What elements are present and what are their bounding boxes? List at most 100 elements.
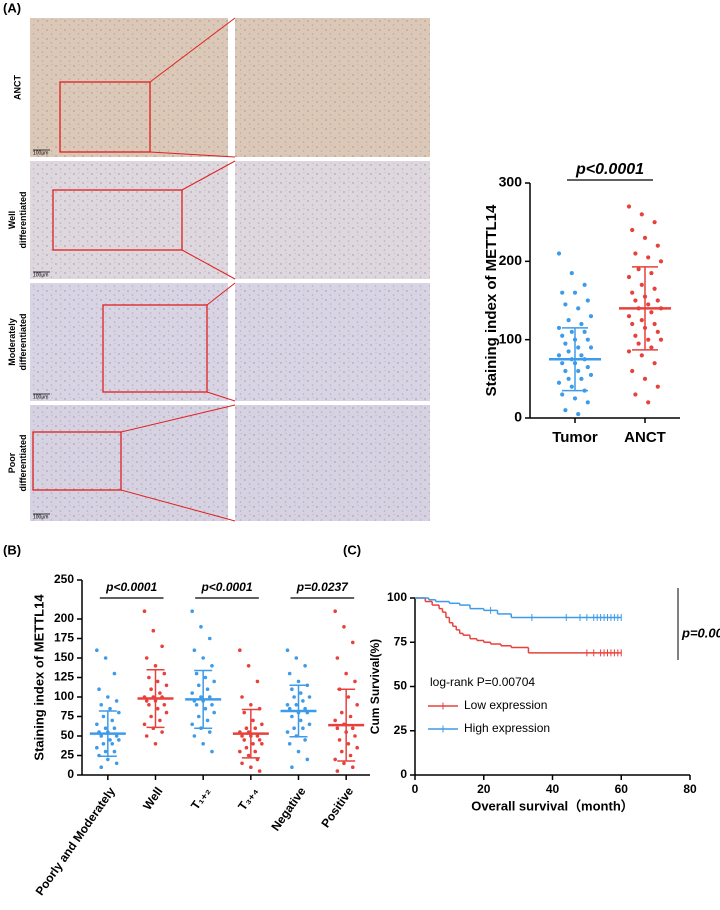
data-point	[114, 734, 119, 738]
data-point	[190, 609, 194, 613]
data-point	[260, 722, 264, 727]
data-point	[630, 227, 635, 233]
data-point	[205, 718, 210, 723]
data-point	[563, 341, 568, 346]
scale-bar-label: 100μm	[33, 514, 48, 520]
data-point	[630, 321, 635, 327]
row-label: differentiated	[18, 434, 28, 491]
x-tick-label: 80	[683, 782, 697, 796]
data-point	[99, 734, 104, 738]
data-point	[117, 738, 121, 742]
data-point	[147, 675, 151, 680]
data-point	[108, 738, 112, 742]
legend-label: High expression	[464, 721, 550, 735]
data-point	[566, 376, 571, 381]
data-point	[142, 722, 147, 727]
data-point	[246, 753, 251, 758]
data-point	[103, 749, 108, 754]
data-point	[158, 718, 162, 723]
data-point	[112, 749, 117, 754]
data-point	[658, 259, 664, 264]
data-point	[333, 609, 337, 613]
pvalue-label: p=0.007	[681, 625, 720, 640]
y-tick-label: 200	[54, 611, 74, 625]
data-point	[242, 710, 247, 715]
data-point	[117, 710, 121, 715]
significance-label: p=0.0237	[296, 580, 349, 594]
data-point	[207, 636, 212, 641]
data-point	[246, 664, 251, 668]
data-point	[106, 695, 110, 699]
data-point	[238, 648, 242, 652]
data-point	[303, 738, 307, 742]
data-point	[342, 625, 346, 629]
y-tick-label: 0	[514, 409, 522, 425]
data-point	[95, 722, 99, 727]
data-point	[99, 765, 104, 769]
y-tick-label: 100	[54, 689, 74, 703]
zoom-line	[120, 489, 236, 522]
data-point	[207, 695, 212, 699]
data-point	[244, 745, 249, 750]
data-point	[205, 687, 210, 691]
data-point	[240, 695, 244, 699]
data-point	[240, 734, 244, 738]
data-point	[353, 679, 357, 684]
data-point	[162, 671, 167, 676]
data-point	[342, 761, 346, 766]
data-point	[636, 341, 641, 346]
data-point	[649, 310, 654, 315]
row-label: Poor	[7, 452, 17, 473]
data-point	[201, 742, 205, 746]
data-point	[355, 703, 359, 707]
data-point	[294, 703, 299, 707]
data-point	[335, 726, 340, 730]
data-point	[337, 738, 342, 742]
data-point	[649, 270, 654, 276]
data-point	[633, 251, 638, 256]
micrograph-texture	[30, 18, 228, 157]
data-point	[292, 695, 296, 699]
x-tick-label: ANCT	[624, 429, 666, 446]
data-point	[563, 408, 568, 413]
data-point	[249, 765, 253, 769]
data-point	[95, 745, 99, 750]
data-point	[160, 644, 164, 649]
panel-label: (A)	[3, 0, 21, 15]
micrograph-texture	[235, 283, 430, 401]
data-point	[646, 400, 651, 405]
zoom-box	[52, 189, 183, 251]
y-axis-label: Staining index of METTL14	[483, 204, 500, 396]
y-tick-label: 0	[400, 767, 407, 781]
zoom-line	[206, 282, 236, 306]
data-point	[149, 687, 153, 691]
data-point	[244, 726, 249, 730]
row-label: ANCT	[12, 75, 22, 100]
data-point	[210, 749, 214, 754]
data-point	[290, 765, 294, 769]
data-point	[339, 710, 344, 715]
y-tick-label: 50	[394, 679, 408, 693]
data-point	[301, 726, 305, 730]
data-point	[560, 361, 565, 366]
y-axis-label: Staining index of METTL14	[31, 594, 46, 761]
zoom-line	[206, 391, 236, 402]
data-point	[112, 671, 117, 676]
data-point	[240, 761, 244, 766]
data-point	[576, 306, 581, 311]
data-point	[253, 749, 258, 754]
micrograph-texture	[30, 405, 228, 521]
data-point	[110, 718, 115, 723]
data-point	[655, 298, 660, 303]
data-point	[652, 321, 657, 327]
data-point	[348, 753, 353, 758]
data-point	[348, 714, 353, 719]
data-point	[626, 274, 632, 280]
data-point	[303, 706, 307, 711]
data-point	[626, 204, 632, 209]
data-point	[652, 361, 657, 366]
data-point	[346, 695, 351, 699]
data-point	[626, 349, 632, 354]
row-label: differentiated	[18, 313, 28, 370]
data-point	[147, 703, 151, 707]
